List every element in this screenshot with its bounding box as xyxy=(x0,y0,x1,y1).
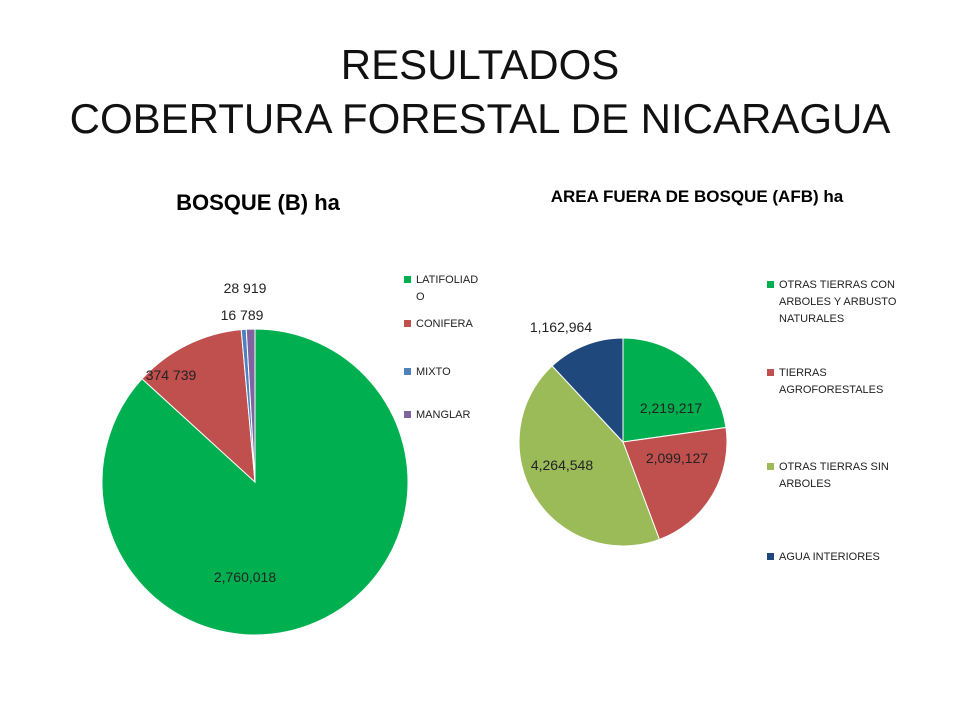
chart-2-legend-label-3: OTRAS TIERRAS SIN xyxy=(779,461,889,473)
chart-1-legend-label-4: MANGLAR xyxy=(416,409,470,421)
chart-2-slice-4 xyxy=(551,337,624,444)
chart-1-legend-swatch-4 xyxy=(404,411,411,418)
chart-1-slice-4 xyxy=(245,328,256,483)
chart-2-legend-swatch-4 xyxy=(767,553,774,560)
slide-title-line-2: COBERTURA FORESTAL DE NICARAGUA xyxy=(69,95,891,142)
chart-1-legend-swatch-1 xyxy=(404,276,411,283)
chart-2-data-label-4: 1,162,964 xyxy=(530,319,592,335)
chart-1-data-label-4: 28 919 xyxy=(224,280,267,296)
chart-2-slice-3 xyxy=(518,365,661,547)
chart-2-legend-label-1: NATURALES xyxy=(779,313,844,325)
chart-1-data-label-1: 2,760,018 xyxy=(214,569,276,585)
chart-1-legend-swatch-3 xyxy=(404,368,411,375)
chart-2-title: AREA FUERA DE BOSQUE (AFB) ha xyxy=(551,187,844,206)
chart-1-data-label-2: 374 739 xyxy=(146,367,197,383)
chart-2-legend-swatch-1 xyxy=(767,281,774,288)
slide-title: RESULTADOS COBERTURA FORESTAL DE NICARAG… xyxy=(0,38,960,146)
chart-2-legend-swatch-3 xyxy=(767,463,774,470)
chart-2-legend-label-1: OTRAS TIERRAS CON xyxy=(779,279,895,291)
chart-1-title: BOSQUE (B) ha xyxy=(176,190,341,215)
chart-1-data-label-3: 16 789 xyxy=(221,307,264,323)
slide-title-line-1: RESULTADOS xyxy=(340,41,620,88)
chart-1-legend-label-1: LATIFOLIAD xyxy=(416,274,478,286)
chart-1-legend-label-3: MIXTO xyxy=(416,366,451,378)
chart-2-legend-label-2: TIERRAS xyxy=(779,367,827,379)
chart-2-legend-label-1: ARBOLES Y ARBUSTO xyxy=(779,296,897,308)
chart-2-data-label-2: 2,099,127 xyxy=(646,450,708,466)
chart-2-legend-label-2: AGROFORESTALES xyxy=(779,384,883,396)
chart-1-legend-label-2: CONIFERA xyxy=(416,318,474,330)
chart-2-data-label-1: 2,219,217 xyxy=(640,400,702,416)
chart-2-data-label-3: 4,264,548 xyxy=(531,457,593,473)
chart-1-legend-swatch-2 xyxy=(404,320,411,327)
chart-1-slice-2 xyxy=(141,329,256,484)
chart-2-legend-swatch-2 xyxy=(767,369,774,376)
chart-2-slice-1 xyxy=(622,337,727,443)
chart-1-legend-label-1: O xyxy=(416,291,425,303)
chart-2-legend-label-4: AGUA INTERIORES xyxy=(779,551,880,563)
chart-2-legend-label-3: ARBOLES xyxy=(779,478,831,490)
